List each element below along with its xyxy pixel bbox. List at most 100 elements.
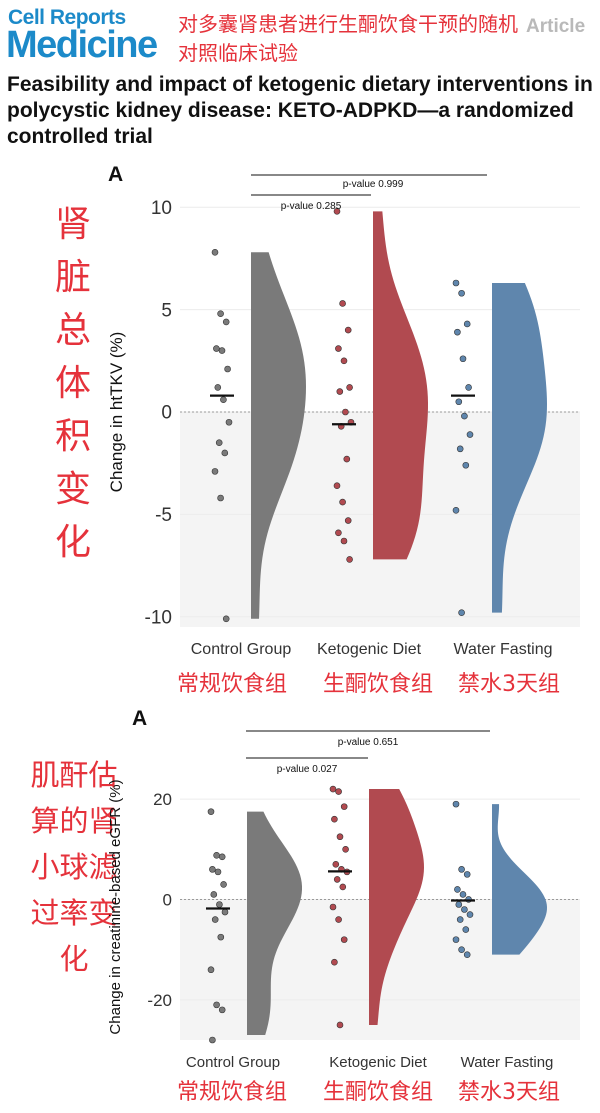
chart1-point-0-10: [221, 449, 229, 457]
chart-httkv: 10 5 0 -5 -10 Change in htTKV (%) A Control Gro…: [107, 163, 580, 658]
chart1-point-0-2: [222, 318, 230, 326]
chart2-point-1-6: [332, 861, 340, 868]
chart1-category-label-0: Control Group: [191, 641, 292, 658]
chart1-ytick-label-4: -10: [145, 607, 172, 628]
chart2-point-2-3: [454, 886, 461, 893]
chart1-point-1-1: [339, 300, 346, 307]
chart1-point-2-0: [452, 279, 460, 287]
chart2-point-1-5: [342, 845, 349, 853]
chart2-point-2-4: [459, 891, 467, 898]
chart1-point-2-8: [466, 431, 474, 438]
chart2-panel-label: A: [132, 707, 147, 730]
chart2-point-0-11: [207, 966, 215, 974]
chart1-point-1-11: [333, 482, 341, 490]
chart2-point-2-13: [463, 951, 471, 958]
chart1-point-2-2: [463, 320, 471, 328]
chart1-point-0-4: [218, 347, 226, 354]
chart2-violin-0: [247, 811, 302, 1035]
chart2-point-1-13: [340, 936, 348, 943]
chart2-point-0-13: [218, 1006, 226, 1014]
chart1-point-2-12: [458, 609, 465, 616]
chart1-panel-label: A: [108, 163, 123, 186]
chart2-category-label-1: Ketogenic Diet: [329, 1054, 427, 1071]
chart2-point-0-2: [218, 853, 226, 861]
cn-category-keto-2: 生酮饮食组: [322, 1080, 433, 1105]
chart1-side-annotation: 肾脏总体积变化: [54, 204, 91, 563]
chart2-ytick-label-1: 0: [163, 890, 172, 909]
chart2-ytick-label-0: 20: [153, 790, 172, 809]
chart1-point-0-0: [211, 248, 219, 256]
chart2-point-2-12: [458, 946, 465, 953]
chart1-point-2-11: [452, 506, 460, 514]
chart2-category-label-0: Control Group: [186, 1054, 280, 1071]
chart1-point-0-7: [220, 396, 227, 404]
chart2-point-2-9: [456, 916, 464, 923]
chart1-point-1-16: [346, 556, 353, 563]
chart2-violin-2: [492, 804, 547, 955]
chart2-point-0-6: [210, 891, 218, 898]
chart2-point-0-12: [213, 1001, 220, 1009]
chart2-point-0-0: [207, 808, 215, 815]
chart1-point-1-5: [346, 384, 353, 391]
chart1-point-1-7: [342, 408, 349, 416]
chart2-point-1-15: [336, 1021, 344, 1029]
chart2-point-2-7: [461, 906, 468, 913]
chart1-violin-0: [251, 252, 306, 619]
chart2-category-label-2: Water Fasting: [461, 1054, 554, 1071]
chart2-point-2-11: [452, 936, 460, 943]
chart2-point-1-3: [331, 815, 338, 823]
chart2-point-1-14: [331, 958, 338, 966]
chart1-violin-2: [492, 283, 547, 613]
chart2-point-0-9: [211, 916, 219, 923]
chart1-point-1-3: [335, 345, 342, 352]
chart-egfr: 20 0 -20 Change in creatinine-based eGFR (%…: [107, 707, 580, 1071]
chart1-point-1-2: [344, 326, 352, 334]
chart1-point-2-3: [454, 328, 461, 336]
chart2-point-1-10: [339, 883, 347, 891]
chart1-point-2-1: [458, 289, 465, 297]
chart2-point-2-8: [466, 911, 474, 918]
chart1-point-2-10: [462, 461, 470, 469]
chart1-point-1-14: [335, 529, 342, 537]
chart1-ytick-label-0: 10: [151, 198, 172, 219]
chart1-point-0-8: [225, 418, 233, 426]
chart1-y-axis-label: Change in htTKV (%): [107, 332, 126, 493]
chart2-point-0-8: [221, 908, 229, 916]
cn-category-control-1: 常规饮食组: [176, 672, 287, 697]
chart2-point-1-9: [333, 876, 341, 883]
chart1-point-0-3: [213, 345, 220, 352]
cn-category-keto-1: 生酮饮食组: [322, 672, 433, 697]
chart1-ytick-label-2: 0: [161, 403, 172, 424]
chart1-point-1-13: [344, 517, 352, 524]
english-title: Feasibility and impact of ketogenic diet…: [7, 73, 593, 148]
chart1-point-1-6: [336, 388, 344, 395]
chart2-violin-1: [369, 789, 424, 1025]
chinese-title: 对多囊肾患者进行生酮饮食干预的随机对照临床试验: [178, 12, 518, 65]
chart2-point-2-2: [463, 871, 471, 878]
chart2-point-0-10: [217, 933, 225, 941]
chart1-point-0-6: [214, 384, 222, 391]
chart2-point-1-2: [340, 803, 348, 810]
chart2-comparison-label-1: p-value 0.651: [338, 737, 399, 748]
journal-name-line1: Cell Reports: [8, 6, 126, 29]
chart1-point-2-7: [461, 412, 468, 420]
chart1-point-0-1: [217, 310, 224, 318]
chart2-ytick-label-2: -20: [147, 991, 172, 1010]
chart2-point-1-12: [335, 916, 342, 923]
cn-category-fasting-2: 禁水3天组: [458, 1080, 560, 1105]
chart2-point-1-11: [329, 903, 337, 911]
chart1-point-1-4: [340, 357, 348, 365]
chart1-category-label-1: Ketogenic Diet: [317, 641, 422, 658]
chart1-point-0-9: [215, 439, 223, 447]
chart2-point-0-7: [216, 901, 223, 908]
chart2-point-2-0: [452, 800, 460, 808]
chart2-point-0-5: [220, 881, 227, 888]
chart1-comparison-label-0: p-value 0.285: [281, 201, 342, 212]
chart1-point-2-5: [465, 384, 472, 391]
chart2-point-0-14: [209, 1036, 216, 1044]
chart1-point-1-12: [339, 498, 346, 506]
chart1-point-1-0: [333, 208, 341, 215]
chart2-point-1-1: [335, 788, 342, 795]
chart1-point-0-5: [224, 365, 231, 373]
journal-name-line2: Medicine: [6, 24, 158, 66]
